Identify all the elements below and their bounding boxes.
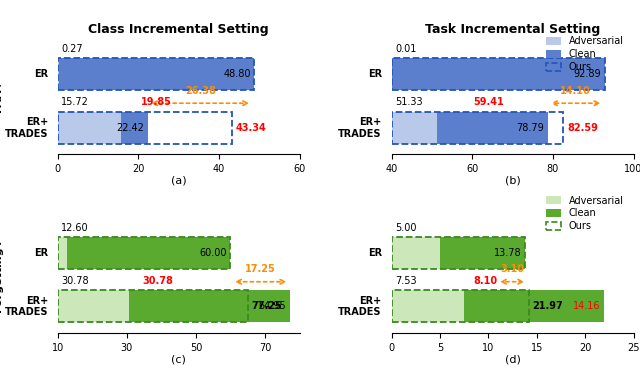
Bar [58,112,148,144]
Text: 77.25: 77.25 [252,301,282,311]
Text: 17.25: 17.25 [245,264,276,274]
Bar [392,237,525,269]
X-axis label: (c): (c) [171,354,186,364]
Text: 7.53: 7.53 [396,276,417,286]
Bar [58,290,129,322]
Legend: Adversarial, Clean, Ours: Adversarial, Clean, Ours [544,34,625,74]
Bar [392,290,529,322]
Bar [58,237,67,269]
Text: 64.95: 64.95 [259,301,287,311]
Text: 30.78: 30.78 [61,276,89,286]
Text: 21.97: 21.97 [532,301,563,311]
Text: 22.42: 22.42 [116,123,145,133]
Text: 51.33: 51.33 [396,97,423,107]
Bar [58,58,255,90]
X-axis label: (b): (b) [505,176,520,186]
Bar [58,58,255,90]
Text: 30.78: 30.78 [142,276,173,286]
Bar [230,58,392,90]
Bar [58,112,121,144]
Legend: Adversarial, Clean, Ours: Adversarial, Clean, Ours [544,194,625,233]
Bar [392,112,563,144]
Text: 14.16: 14.16 [573,301,600,311]
Text: 0.01: 0.01 [396,44,417,54]
Bar [392,58,605,90]
Bar [58,58,59,90]
Text: 3.10: 3.10 [500,264,524,274]
Text: 26.38: 26.38 [185,86,216,96]
Text: 78.79: 78.79 [516,123,545,133]
Bar [392,237,525,269]
Text: 12.60: 12.60 [61,223,89,233]
Bar [58,237,230,269]
Y-axis label: FAA↑: FAA↑ [0,79,3,112]
Bar [58,290,290,322]
Text: 14.10: 14.10 [561,86,591,96]
Text: 59.41: 59.41 [474,97,504,107]
Bar [58,290,248,322]
Bar [392,58,605,90]
X-axis label: (d): (d) [505,354,520,364]
Text: 60.00: 60.00 [199,248,227,258]
Bar [392,290,604,322]
Title: Task Incremental Setting: Task Incremental Setting [425,23,600,36]
Y-axis label: Forgetting↓: Forgetting↓ [0,237,3,312]
Text: 92.89: 92.89 [573,69,602,80]
Text: 82.59: 82.59 [567,123,598,133]
Bar [392,237,440,269]
Text: 19.85: 19.85 [141,97,172,107]
Bar [58,112,232,144]
X-axis label: (a): (a) [171,176,186,186]
Bar [58,237,230,269]
Bar [392,112,437,144]
Text: 43.34: 43.34 [236,123,267,133]
Text: 8.10: 8.10 [474,276,498,286]
Text: 0.27: 0.27 [61,44,83,54]
Text: 15.72: 15.72 [61,97,89,107]
Bar [392,112,548,144]
Bar [392,290,465,322]
Text: 48.80: 48.80 [223,69,251,80]
Text: 13.78: 13.78 [493,248,522,258]
Text: 5.00: 5.00 [396,223,417,233]
Title: Class Incremental Setting: Class Incremental Setting [88,23,269,36]
